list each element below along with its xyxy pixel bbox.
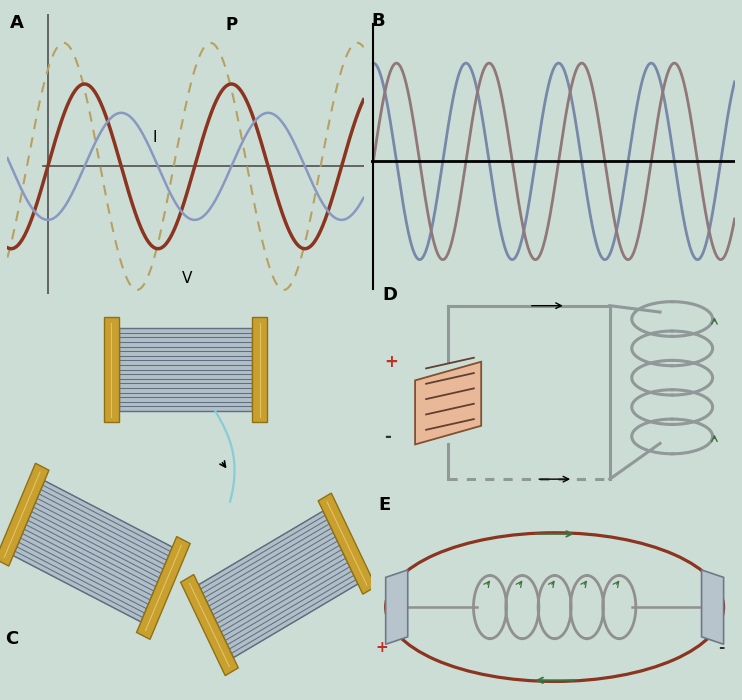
Polygon shape [104,316,119,423]
Text: E: E [378,496,390,514]
Text: +: + [384,353,398,371]
Polygon shape [415,362,482,444]
Polygon shape [252,316,267,423]
Polygon shape [0,463,49,566]
Text: V: V [182,272,192,286]
Text: P: P [226,17,237,34]
Text: +: + [375,640,388,655]
Polygon shape [137,537,190,639]
Text: D: D [382,286,397,304]
Polygon shape [318,493,376,594]
Text: B: B [371,12,384,30]
Polygon shape [199,511,358,658]
Polygon shape [180,575,238,676]
Text: -: - [718,640,724,655]
Text: I: I [152,130,157,145]
Polygon shape [13,481,172,622]
Polygon shape [701,570,723,644]
Text: A: A [10,14,24,32]
Text: -: - [384,428,391,446]
Polygon shape [119,328,252,411]
Polygon shape [386,570,408,644]
Text: C: C [6,630,19,648]
